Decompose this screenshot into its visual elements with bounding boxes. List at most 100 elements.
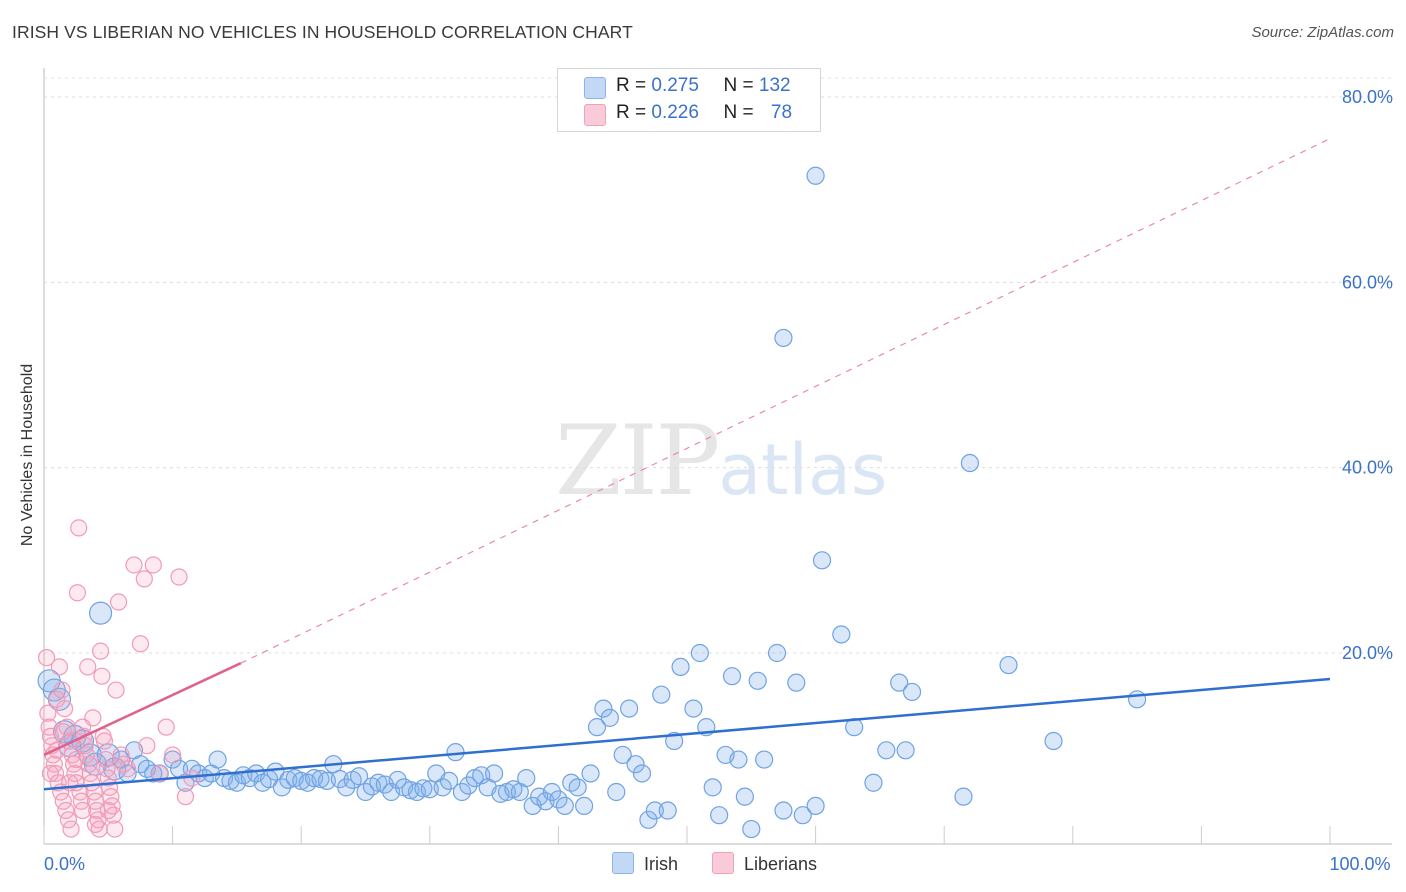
point-irish	[645, 801, 664, 820]
point-liberians	[104, 806, 123, 824]
point-irish	[787, 673, 806, 692]
point-liberians	[91, 642, 110, 660]
point-liberians	[70, 519, 88, 537]
point-irish	[806, 166, 825, 185]
point-liberians	[125, 556, 143, 574]
point-irish	[369, 773, 388, 792]
legend-text-liberians: R = 0.226 N = 78	[616, 102, 792, 124]
legend-n-label: N =	[723, 75, 754, 96]
legend-n-value-liberians: 78	[770, 102, 793, 123]
trend-line-liberians	[43, 662, 242, 757]
point-liberians	[53, 681, 71, 699]
point-irish	[414, 779, 433, 798]
point-liberians	[107, 681, 125, 699]
point-liberians	[93, 667, 111, 685]
point-liberians	[170, 568, 188, 586]
bottom-legend-swatch-irish	[612, 852, 634, 874]
point-irish	[735, 787, 754, 806]
trend-line-liberians-extrapolated	[240, 138, 1331, 664]
point-irish	[812, 551, 832, 570]
point-irish	[896, 741, 915, 760]
legend-r-label: R =	[616, 75, 647, 96]
trend-line-irish	[43, 677, 1331, 791]
point-irish	[88, 601, 113, 625]
point-irish	[485, 764, 504, 783]
point-irish	[902, 682, 922, 702]
legend-n-label: N =	[723, 102, 754, 123]
point-irish	[272, 778, 292, 797]
legend-r-value-liberians: 0.226	[651, 102, 699, 123]
bottom-legend-label-irish: Irish	[644, 854, 679, 874]
point-irish	[639, 810, 658, 829]
point-liberians	[176, 788, 195, 806]
point-irish	[607, 782, 626, 802]
point-irish	[684, 699, 703, 718]
point-irish	[774, 801, 793, 820]
bottom-legend-irish: Irish	[612, 852, 678, 875]
point-liberians	[73, 718, 92, 736]
point-liberians	[138, 737, 156, 755]
point-liberians	[95, 732, 114, 750]
point-irish	[755, 750, 774, 769]
point-irish	[890, 673, 909, 692]
point-liberians	[54, 723, 72, 741]
point-irish	[433, 778, 452, 797]
point-liberians	[79, 658, 97, 676]
point-irish	[459, 776, 478, 795]
point-irish	[626, 755, 645, 774]
point-irish	[549, 790, 568, 809]
point-irish	[999, 655, 1018, 675]
point-irish	[703, 778, 722, 797]
source-label: Source: ZipAtlas.com	[1251, 24, 1394, 41]
point-irish	[658, 801, 677, 820]
point-irish	[632, 764, 652, 783]
point-irish	[594, 699, 613, 718]
point-irish	[877, 741, 896, 760]
point-liberians	[131, 635, 150, 653]
legend-r-value-irish: 0.275	[651, 75, 699, 96]
point-irish	[349, 767, 369, 786]
legend-n-value-irish: 132	[758, 75, 791, 96]
legend-swatch-liberians	[584, 104, 606, 126]
point-liberians	[135, 570, 153, 588]
x-tick-label: 0.0%	[44, 854, 85, 874]
point-irish	[163, 750, 182, 769]
point-irish	[144, 764, 163, 783]
point-liberians	[106, 820, 124, 838]
point-liberians	[41, 764, 60, 783]
point-irish	[748, 671, 767, 690]
point-irish	[452, 782, 472, 802]
point-irish	[279, 770, 298, 790]
point-irish	[767, 643, 787, 663]
point-irish	[587, 718, 607, 737]
point-liberians	[99, 801, 117, 820]
point-liberians	[144, 556, 162, 574]
point-liberians	[67, 750, 85, 769]
point-irish	[729, 750, 748, 769]
point-liberians	[118, 760, 137, 778]
point-liberians	[73, 801, 92, 820]
legend-swatch-irish	[584, 77, 606, 99]
point-irish	[600, 708, 619, 727]
point-irish	[722, 667, 742, 686]
legend: R = 0.275 N = 132 R = 0.226 N = 78	[557, 68, 821, 132]
point-liberians	[62, 820, 80, 838]
point-irish	[793, 806, 812, 825]
y-tick-label: 60.0%	[1342, 272, 1393, 292]
point-irish	[613, 745, 632, 765]
point-liberians	[39, 704, 57, 722]
point-irish	[960, 453, 980, 473]
point-irish	[542, 782, 562, 802]
point-irish	[742, 819, 761, 839]
point-irish	[652, 685, 671, 704]
watermark-atlas: atlas	[718, 429, 888, 511]
point-irish	[388, 770, 407, 790]
y-tick-label: 20.0%	[1342, 643, 1393, 663]
point-irish	[774, 328, 793, 348]
point-irish	[954, 787, 973, 806]
point-irish	[266, 762, 285, 781]
point-liberians	[151, 764, 169, 783]
point-irish	[337, 778, 356, 797]
point-irish	[620, 699, 639, 718]
